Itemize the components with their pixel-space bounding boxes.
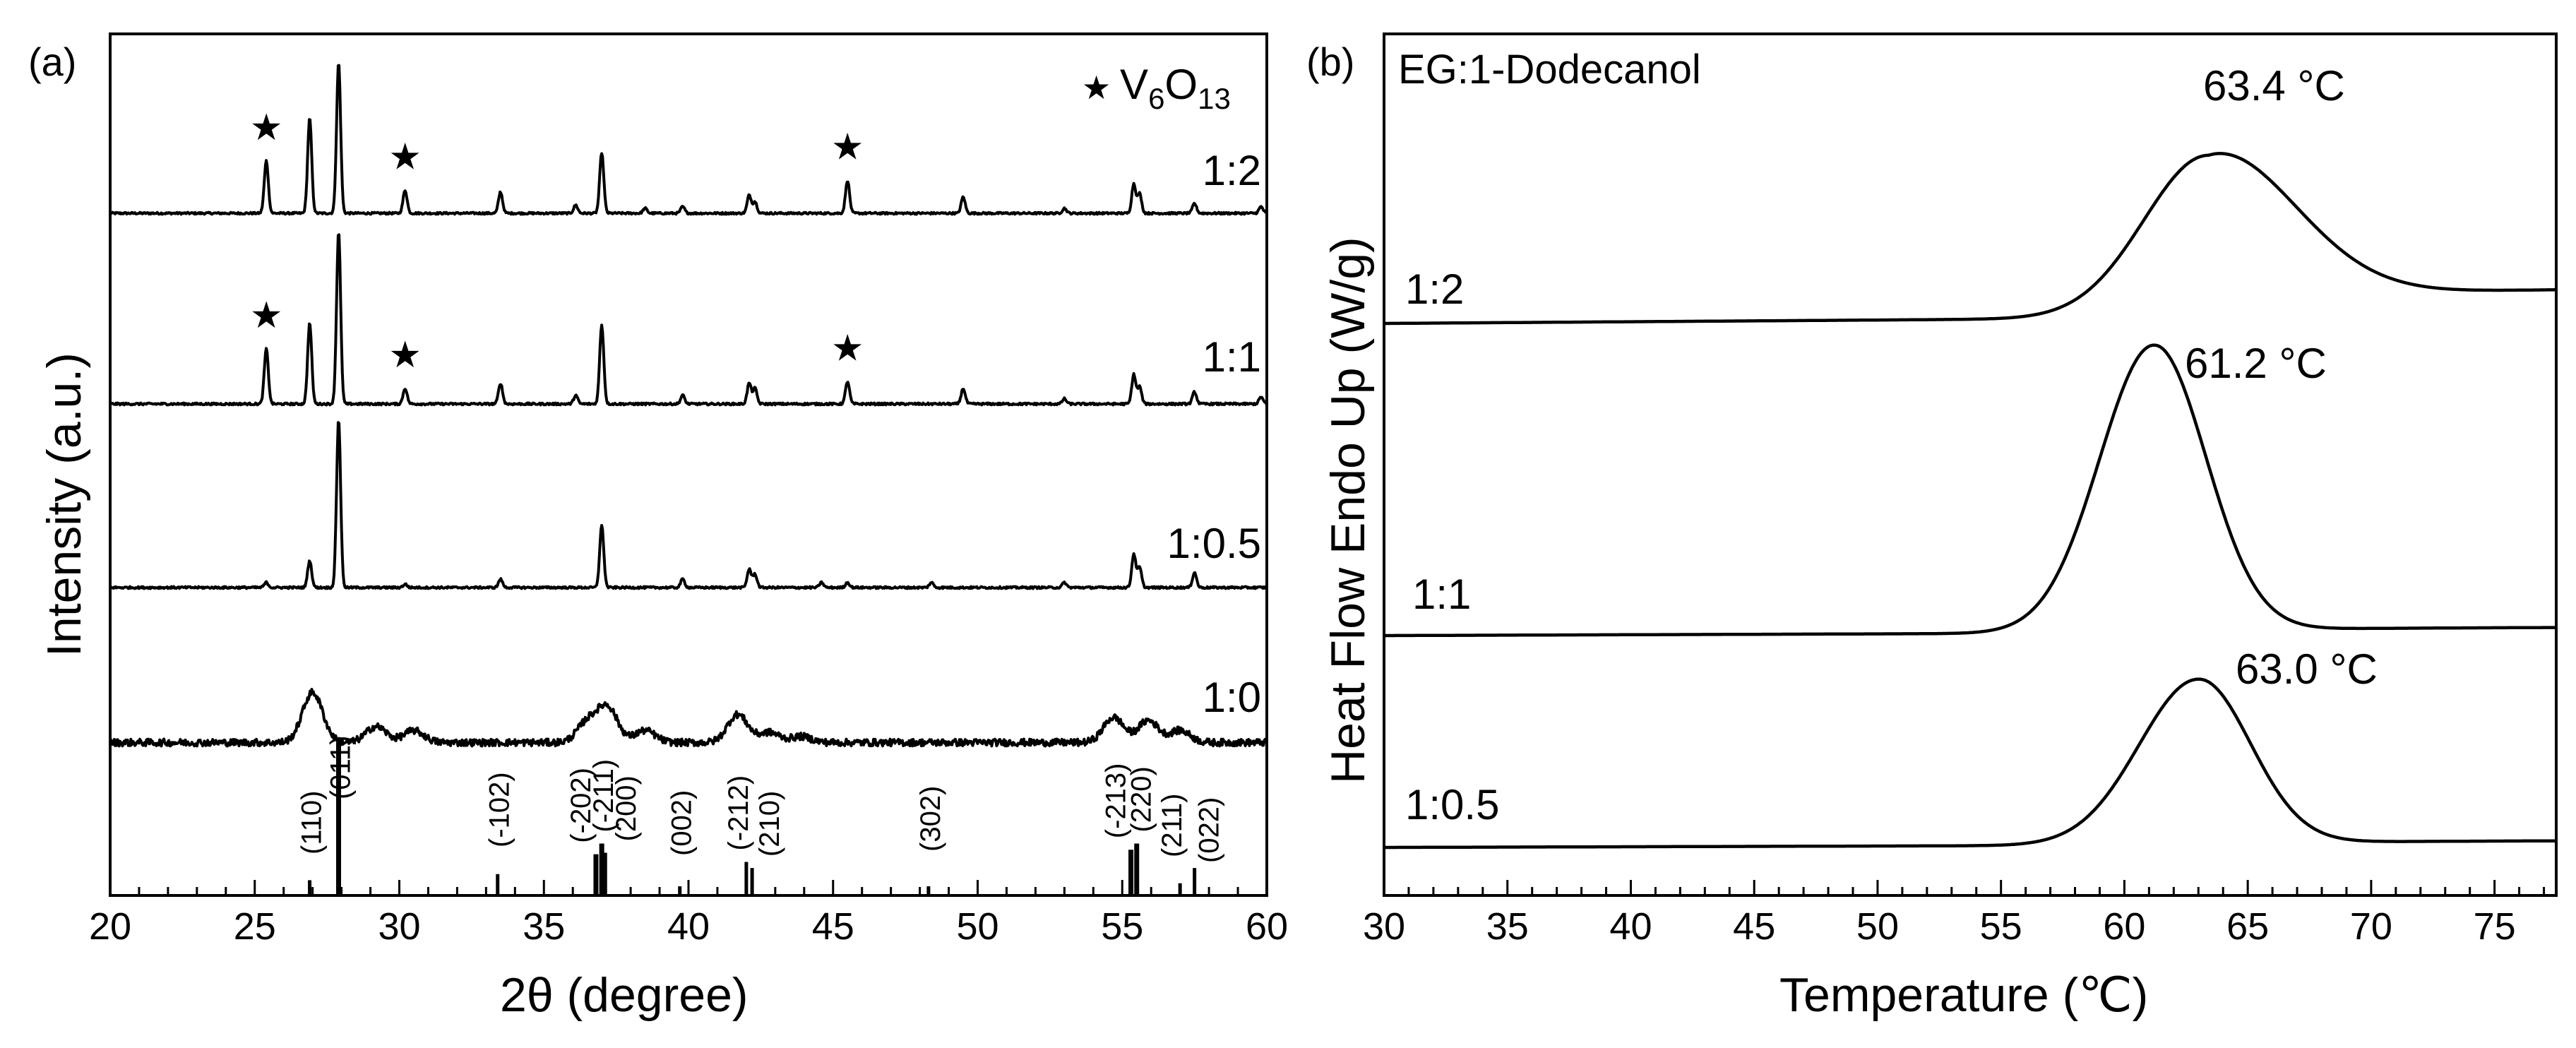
legend-label-sub1: 6 bbox=[1148, 82, 1164, 115]
dsc-peak-label: 63.0 °C bbox=[2236, 645, 2378, 693]
legend-label-sub2: 13 bbox=[1198, 82, 1231, 115]
dsc-curve-1-0-5 bbox=[1384, 677, 2556, 850]
panel-b-label: (b) bbox=[1306, 40, 1355, 84]
dsc-x-tick-label: 60 bbox=[2103, 905, 2145, 948]
reference-hkl-label: (011) bbox=[326, 736, 357, 799]
v6o13-star-marker: ★ bbox=[831, 127, 864, 168]
dsc-x-tick-label: 65 bbox=[2226, 905, 2269, 948]
reference-hkl-label: (220) bbox=[1126, 766, 1157, 832]
xrd-x-tick-label: 50 bbox=[956, 905, 998, 948]
xrd-series-label: 1:0.5 bbox=[1167, 520, 1261, 567]
dsc-x-tick-label: 55 bbox=[1980, 905, 2022, 948]
dsc-x-tick-label: 50 bbox=[1856, 905, 1899, 948]
reference-hkl-label: (022) bbox=[1194, 797, 1225, 863]
xrd-legend: ★ V6O13 bbox=[1082, 61, 1231, 115]
reference-hkl-label: (110) bbox=[297, 791, 328, 855]
dsc-peak-label: 63.4 °C bbox=[2203, 62, 2345, 109]
v6o13-star-marker: ★ bbox=[388, 335, 422, 376]
reference-hkl-label: (-213) bbox=[1101, 763, 1132, 838]
dsc-chart: 30 35 40 45 50 55 60 65 70 75 EG:1-Dodecanol 1:2 63.… bbox=[1363, 32, 2558, 948]
reference-hkl-label: (302) bbox=[915, 786, 946, 852]
xrd-trace-1-1 bbox=[109, 233, 1268, 407]
dsc-peak-label: 61.2 °C bbox=[2185, 340, 2327, 387]
v6o13-star-marker: ★ bbox=[831, 328, 864, 369]
xrd-x-tick-label: 20 bbox=[89, 905, 131, 948]
reference-hkl-label: (-102) bbox=[484, 772, 515, 847]
xrd-x-tick-label: 60 bbox=[1246, 905, 1288, 948]
dsc-x-tick-label: 30 bbox=[1363, 905, 1405, 948]
dsc-series-label: 1:1 bbox=[1412, 571, 1471, 618]
panel-a-label: (a) bbox=[28, 40, 77, 84]
xrd-series-label: 1:1 bbox=[1203, 333, 1261, 381]
v6o13-star-marker: ★ bbox=[388, 137, 422, 178]
reference-hkl-label: (210) bbox=[754, 791, 785, 857]
dsc-x-tick-label: 45 bbox=[1733, 905, 1775, 948]
dsc-x-tick-label: 40 bbox=[1609, 905, 1652, 948]
xrd-series-label: 1:0 bbox=[1203, 674, 1261, 721]
reference-hkl-label: (-212) bbox=[723, 775, 754, 851]
xrd-trace-1-0-5 bbox=[109, 421, 1268, 590]
dsc-series-label: 1:2 bbox=[1405, 266, 1464, 313]
reference-hkl-label: (211) bbox=[1157, 794, 1188, 857]
xrd-x-tick-label: 55 bbox=[1101, 905, 1143, 948]
legend-star-marker: ★ bbox=[1082, 69, 1120, 106]
xrd-x-axis-title: 2θ (degree) bbox=[500, 968, 749, 1022]
xrd-trace-1-2 bbox=[109, 64, 1268, 216]
dsc-curve-1-2 bbox=[1384, 152, 2556, 326]
dsc-plot-frame bbox=[1383, 32, 2558, 897]
dsc-series-label: 1:0.5 bbox=[1405, 781, 1499, 828]
xrd-x-tick-label: 35 bbox=[523, 905, 565, 948]
xrd-x-tick-label: 45 bbox=[812, 905, 854, 948]
dsc-x-tick-label: 70 bbox=[2350, 905, 2392, 948]
xrd-x-tick-label: 30 bbox=[378, 905, 420, 948]
reference-hkl-label: (002) bbox=[667, 790, 698, 856]
dsc-x-axis-title: Temperature (℃) bbox=[1779, 968, 2149, 1022]
legend-label-v: V bbox=[1120, 61, 1148, 108]
xrd-series-label: 1:2 bbox=[1203, 147, 1261, 194]
xrd-x-tick-label: 40 bbox=[667, 905, 710, 948]
dsc-chart-title: EG:1-Dodecanol bbox=[1398, 47, 1701, 93]
v6o13-star-marker: ★ bbox=[250, 107, 283, 148]
dsc-curve-1-1 bbox=[1384, 343, 2556, 638]
reference-hkl-label: (-202) bbox=[566, 768, 597, 843]
xrd-chart: 20 25 30 35 40 45 50 55 60 1:2 ★ ★ ★ 1:1 ★ ★ ★ 1:0.5 1:0 ★ … bbox=[89, 32, 1288, 948]
dsc-x-tick-label: 75 bbox=[2474, 905, 2516, 948]
xrd-x-tick-label: 25 bbox=[234, 905, 276, 948]
xrd-plot-frame bbox=[109, 32, 1268, 897]
v6o13-star-marker: ★ bbox=[250, 295, 283, 336]
legend-label-o: O bbox=[1164, 61, 1198, 108]
reference-hkl-label: (200) bbox=[611, 775, 642, 841]
reference-hkl-label: (-211) bbox=[588, 759, 619, 833]
xrd-trace-1-0 bbox=[109, 688, 1268, 748]
dsc-x-tick-label: 35 bbox=[1486, 905, 1529, 948]
